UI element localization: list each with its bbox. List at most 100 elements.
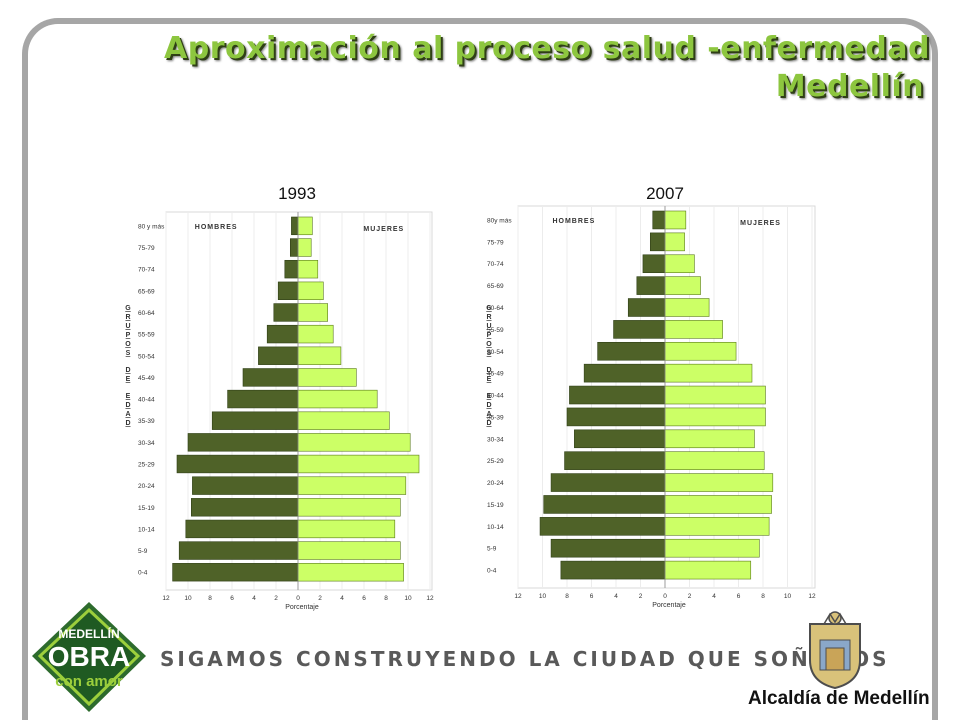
- x-axis-label-1: Porcentaje: [652, 602, 686, 609]
- y-axis-label-char: E: [487, 393, 492, 400]
- category-label: 25-29: [487, 458, 504, 465]
- category-label: 40-44: [487, 393, 504, 400]
- y-axis-label-char: A: [486, 411, 491, 418]
- y-axis-label-char: E: [126, 376, 131, 383]
- y-axis-label-char: G: [486, 305, 492, 312]
- category-label: 35-39: [138, 418, 155, 425]
- legend-hombres-0: HOMBRES: [195, 224, 238, 231]
- xtick-right-0: 4: [340, 595, 344, 602]
- bar-hombres: [652, 210, 666, 230]
- alcaldia-label: Alcaldía de Medellín: [748, 688, 930, 709]
- bar-mujeres: [297, 541, 401, 560]
- xtick-left-0: 12: [162, 595, 170, 602]
- bar-hombres: [636, 276, 666, 295]
- category-label: 40-44: [138, 397, 155, 404]
- category-label: 55-59: [138, 332, 155, 339]
- bar-hombres: [172, 563, 299, 582]
- bar-hombres: [192, 476, 299, 495]
- bar-hombres: [543, 495, 666, 514]
- category-label: 15-19: [487, 502, 504, 509]
- category-label: 60-64: [487, 305, 504, 312]
- xtick-right-1: 10: [784, 593, 792, 600]
- y-axis-label-char: S: [487, 350, 492, 357]
- bar-hombres: [284, 259, 299, 279]
- bar-mujeres: [297, 368, 357, 387]
- medellin-obra-logo: MEDELLÍN OBRA con amor: [32, 602, 146, 712]
- bar-hombres: [211, 411, 299, 430]
- bar-hombres: [227, 389, 299, 409]
- bar-hombres: [273, 303, 299, 322]
- bar-hombres: [178, 541, 299, 560]
- category-label: 20-24: [138, 483, 155, 490]
- legend-mujeres-1: MUJERES: [740, 220, 781, 227]
- bar-hombres: [539, 517, 666, 536]
- y-axis-label-char: E: [487, 376, 492, 383]
- bar-mujeres: [664, 320, 723, 339]
- category-label: 50-54: [138, 353, 155, 360]
- bar-mujeres: [664, 473, 774, 492]
- legend-hombres-1: HOMBRES: [552, 218, 595, 225]
- bar-mujeres: [297, 259, 319, 279]
- xtick-right-1: 12: [808, 593, 816, 600]
- x-axis-label-0: Porcentaje: [285, 604, 319, 611]
- xtick-left-1: 12: [514, 593, 522, 600]
- xtick-left-1: 2: [639, 593, 643, 600]
- bar-hombres: [266, 324, 299, 344]
- xtick-left-0: 2: [274, 595, 278, 602]
- xtick-left-1: 4: [614, 593, 618, 600]
- category-label: 75-79: [138, 245, 155, 252]
- category-label: 25-29: [138, 461, 155, 468]
- xtick-right-1: 4: [712, 593, 716, 600]
- bar-mujeres: [297, 216, 313, 236]
- bar-hombres: [191, 498, 299, 517]
- bar-mujeres: [664, 385, 766, 405]
- bar-mujeres: [664, 341, 737, 361]
- category-label: 35-39: [487, 414, 504, 421]
- category-label: 15-19: [138, 505, 155, 512]
- y-axis-label-char: G: [125, 305, 131, 312]
- y-axis-label-char: R: [125, 314, 130, 321]
- bar-hombres: [560, 560, 666, 580]
- bar-hombres: [291, 216, 299, 236]
- bar-mujeres: [664, 429, 755, 449]
- bar-mujeres: [297, 563, 404, 582]
- slogan-text: SIGAMOS CONSTRUYENDO LA CIUDAD QUE SOÑAM…: [160, 647, 890, 671]
- xtick-right-0: 0: [296, 595, 300, 602]
- title-line-1: Aproximación al proceso salud -enfermeda…: [164, 31, 930, 66]
- bar-mujeres: [297, 454, 420, 474]
- bar-hombres: [564, 451, 666, 470]
- category-label: 75-79: [487, 239, 504, 246]
- xtick-right-1: 6: [737, 593, 741, 600]
- bar-hombres: [566, 407, 666, 427]
- category-label: 45-49: [138, 375, 155, 382]
- slide-frame: [22, 18, 938, 720]
- title-line-2: Medellín: [775, 69, 924, 104]
- category-label: 5-9: [487, 546, 497, 553]
- y-axis-label-char: D: [125, 420, 130, 427]
- chart-title-0: 1993: [278, 184, 316, 203]
- category-label: 45-49: [487, 371, 504, 378]
- medellin-coat-of-arms-icon: [809, 611, 861, 690]
- bar-mujeres: [297, 238, 312, 257]
- bar-mujeres: [297, 476, 407, 495]
- bar-hombres: [258, 346, 299, 365]
- xtick-right-1: 8: [761, 593, 765, 600]
- y-axis-label-char: D: [125, 402, 130, 409]
- category-label: 0-4: [487, 568, 497, 575]
- bar-mujeres: [297, 303, 329, 322]
- y-axis-label-char: P: [126, 332, 131, 339]
- slide-title: Aproximación al proceso salud -enfermeda…: [164, 30, 930, 106]
- category-label: 65-69: [487, 283, 504, 290]
- y-axis-label-char: S: [126, 350, 131, 357]
- bar-mujeres: [297, 411, 390, 430]
- bar-hombres: [583, 363, 666, 383]
- category-label: 60-64: [138, 310, 155, 317]
- logo-diamond-inner: [37, 607, 141, 707]
- y-axis-label-char: O: [125, 341, 131, 348]
- bar-mujeres: [297, 389, 378, 409]
- bar-mujeres: [297, 346, 342, 365]
- chart-title-1: 2007: [646, 184, 684, 203]
- y-axis-label-char: O: [486, 341, 492, 348]
- bar-mujeres: [664, 363, 753, 383]
- bar-hombres: [242, 368, 299, 387]
